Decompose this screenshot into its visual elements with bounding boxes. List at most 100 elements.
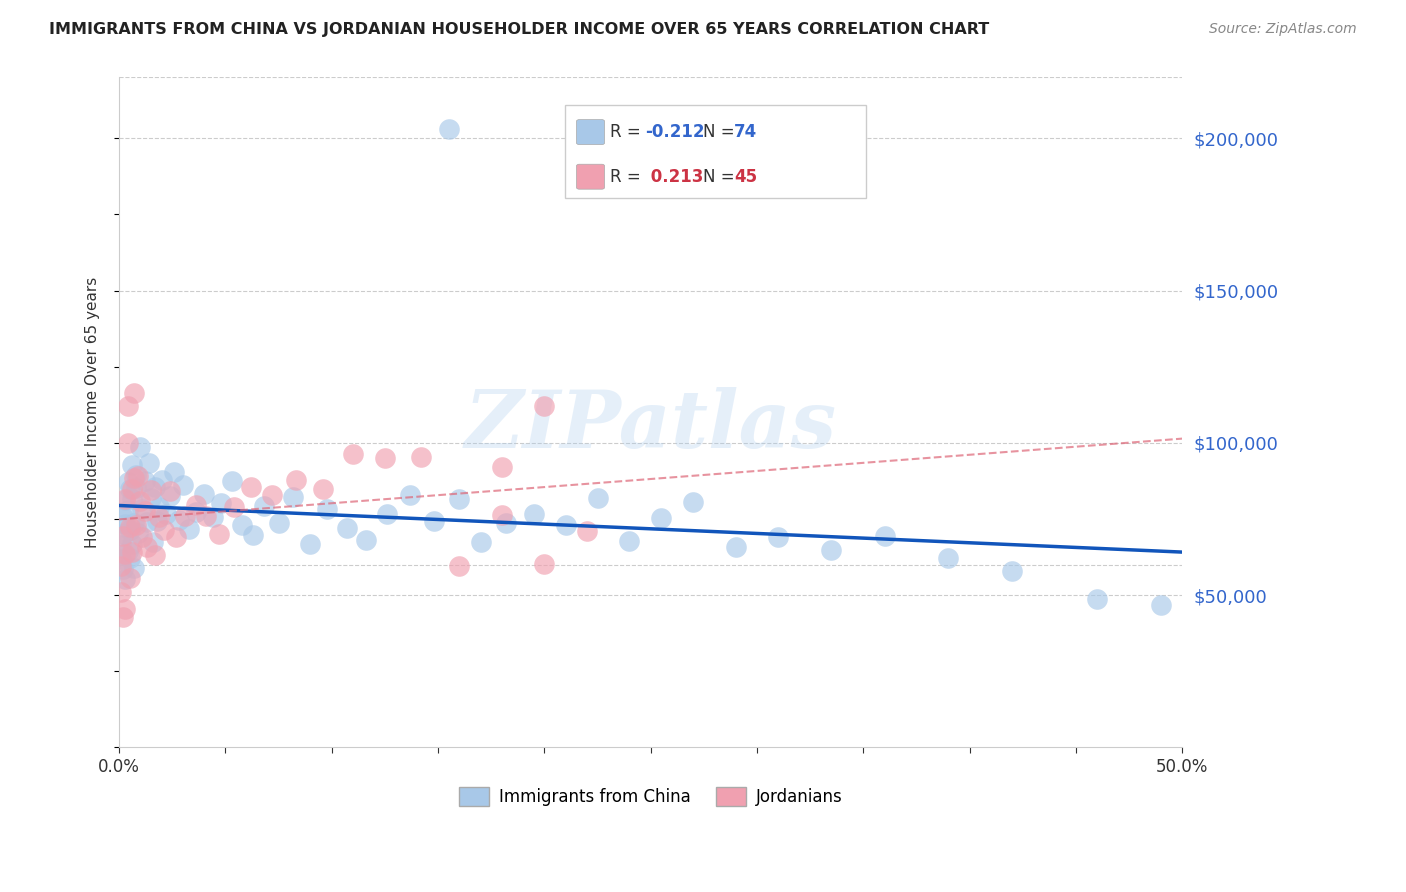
Point — [1001, 564, 1024, 578]
Point — [554, 518, 576, 533]
Point — [134, 474, 156, 488]
Point — [118, 482, 141, 496]
Point — [118, 551, 141, 566]
Point — [316, 501, 339, 516]
Point — [117, 400, 139, 414]
Point — [231, 518, 253, 533]
Point — [470, 535, 492, 549]
Point — [127, 526, 149, 541]
Point — [437, 122, 460, 136]
Point — [166, 530, 188, 544]
Text: 74: 74 — [734, 123, 758, 141]
Point — [122, 516, 145, 531]
Point — [121, 458, 143, 472]
Point — [110, 559, 132, 574]
Point — [342, 447, 364, 461]
Point — [125, 467, 148, 482]
Point — [193, 486, 215, 500]
Point — [125, 482, 148, 496]
Point — [117, 436, 139, 450]
Point — [110, 551, 132, 566]
Point — [650, 511, 672, 525]
Point — [399, 488, 422, 502]
Point — [148, 510, 170, 524]
Point — [174, 508, 197, 523]
Text: N =: N = — [703, 168, 740, 186]
Point — [139, 483, 162, 498]
Point — [121, 492, 143, 507]
Point — [184, 498, 207, 512]
Point — [150, 473, 173, 487]
Point — [242, 528, 264, 542]
Point — [208, 527, 231, 541]
Point — [117, 503, 139, 517]
Point — [139, 491, 162, 505]
Point — [134, 504, 156, 518]
Point — [110, 538, 132, 552]
Text: N =: N = — [703, 123, 740, 141]
Point — [114, 492, 136, 507]
Point — [121, 483, 143, 497]
Point — [491, 508, 513, 522]
Text: R =: R = — [610, 168, 647, 186]
Point — [533, 399, 555, 413]
Point — [423, 514, 446, 528]
Point — [873, 528, 896, 542]
Point — [143, 480, 166, 494]
Point — [533, 557, 555, 571]
Point — [112, 527, 135, 541]
Point — [114, 491, 136, 506]
Point — [138, 456, 160, 470]
Point — [163, 465, 186, 479]
Point — [118, 524, 141, 538]
Point — [184, 505, 207, 519]
Point — [619, 534, 641, 549]
Point — [449, 491, 471, 506]
Point — [159, 489, 181, 503]
Point — [125, 517, 148, 532]
Point — [148, 500, 170, 515]
Point — [354, 533, 377, 548]
Point — [143, 548, 166, 562]
Point — [495, 516, 517, 530]
Point — [523, 507, 546, 521]
Point — [575, 524, 598, 539]
Point — [938, 551, 960, 566]
Point — [682, 494, 704, 508]
Text: -0.212: -0.212 — [645, 123, 704, 141]
Point — [114, 516, 136, 531]
Text: ZIPatlas: ZIPatlas — [464, 387, 837, 465]
Point — [724, 540, 747, 554]
Point — [159, 484, 181, 499]
Point — [129, 440, 152, 454]
Point — [118, 519, 141, 533]
Point — [135, 540, 157, 554]
Point — [172, 478, 194, 492]
Point — [491, 460, 513, 475]
Point — [222, 500, 245, 515]
Point — [114, 572, 136, 586]
Point — [114, 547, 136, 561]
Text: 0.213: 0.213 — [645, 168, 704, 186]
Point — [122, 470, 145, 484]
Point — [336, 521, 359, 535]
Point — [131, 530, 153, 544]
Text: Source: ZipAtlas.com: Source: ZipAtlas.com — [1209, 22, 1357, 37]
Point — [284, 473, 307, 487]
Y-axis label: Householder Income Over 65 years: Householder Income Over 65 years — [86, 277, 100, 548]
Text: 45: 45 — [734, 168, 756, 186]
Point — [262, 488, 284, 502]
Point — [312, 482, 335, 496]
Text: IMMIGRANTS FROM CHINA VS JORDANIAN HOUSEHOLDER INCOME OVER 65 YEARS CORRELATION : IMMIGRANTS FROM CHINA VS JORDANIAN HOUSE… — [49, 22, 990, 37]
Point — [146, 515, 169, 529]
Point — [820, 543, 842, 558]
Point — [283, 491, 305, 505]
Point — [374, 450, 396, 465]
Point — [409, 450, 432, 465]
Point — [209, 496, 232, 510]
Point — [299, 537, 322, 551]
Point — [121, 544, 143, 558]
Legend: Immigrants from China, Jordanians: Immigrants from China, Jordanians — [453, 780, 849, 813]
Point — [112, 609, 135, 624]
Point — [122, 386, 145, 401]
